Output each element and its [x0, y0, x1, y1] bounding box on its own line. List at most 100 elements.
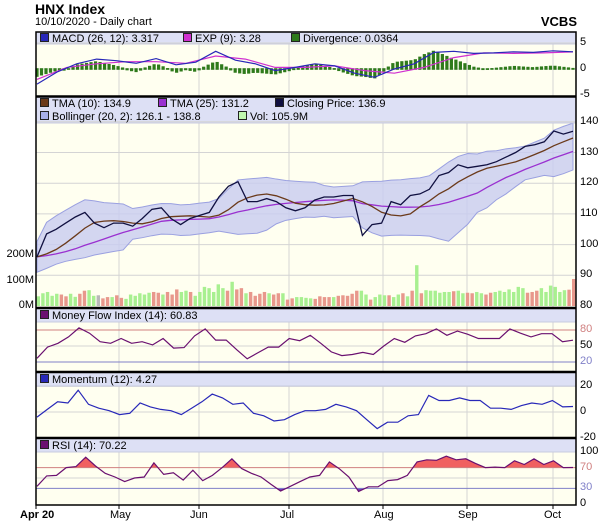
legend-divergence: Divergence: 0.0364: [291, 33, 398, 45]
volume-bar: [461, 293, 465, 306]
volume-bar: [415, 265, 419, 306]
divergence-bar: [544, 66, 548, 70]
divergence-bar: [152, 64, 156, 70]
rsi-axis-tick: 0: [580, 497, 587, 509]
volume-bar: [101, 298, 105, 306]
chart-border: [35, 31, 577, 506]
volume-bar: [55, 293, 59, 306]
volume-bar: [244, 293, 248, 306]
legend-close: Closing Price: 136.9: [275, 98, 385, 110]
volume-bar: [571, 278, 576, 306]
divergence-bar: [503, 66, 508, 70]
divergence-bar: [175, 68, 179, 73]
volume-bar: [401, 293, 405, 306]
volume-bar: [465, 292, 470, 306]
tma10-swatch-icon: [40, 98, 49, 107]
volume-bar: [253, 295, 257, 306]
divergence-bar: [539, 66, 544, 70]
divergence-bar: [323, 65, 327, 70]
volume-bar: [535, 290, 539, 306]
volume-bar: [133, 295, 137, 306]
divergence-bar: [328, 67, 332, 70]
volume-bar: [308, 298, 313, 306]
bollinger-swatch-icon: [40, 111, 49, 120]
divergence-bar: [283, 68, 287, 73]
divergence-bar: [499, 67, 503, 70]
divergence-bar: [490, 68, 494, 70]
legend-rsi: RSI (14): 70.22: [40, 440, 127, 452]
price-axis-tick: 130: [580, 145, 599, 158]
divergence-bar: [296, 67, 300, 70]
volume-bar: [138, 293, 142, 306]
x-axis-tick: Aug: [374, 509, 394, 521]
price-axis-tick: 140: [580, 114, 599, 127]
x-axis-tick: Apr 20: [20, 509, 55, 521]
volume-bar: [216, 284, 221, 306]
divergence-bar: [161, 66, 165, 70]
tma25-line: [36, 150, 574, 258]
divergence-bar: [436, 52, 440, 70]
volume-bar: [184, 290, 188, 306]
volume-bar: [235, 289, 239, 306]
divergence-bar: [107, 63, 111, 70]
volume-bar: [350, 293, 354, 306]
divergence-bar: [111, 64, 116, 70]
momentum-swatch-icon: [40, 374, 49, 383]
panel-legend-band: [36, 373, 576, 386]
divergence-bar: [71, 66, 75, 70]
divergence-bar: [400, 61, 404, 70]
volume-axis-tick: 200M: [6, 248, 34, 260]
divergence-bar: [553, 65, 557, 70]
mfi-axis-tick: 80: [580, 323, 593, 335]
volume-bar: [438, 292, 442, 306]
volume-bar: [45, 291, 50, 306]
tma10-line: [36, 137, 574, 258]
divergence-bar: [395, 61, 399, 70]
legend-exp-label: EXP (9): 3.28: [195, 33, 261, 45]
exp-swatch-icon: [183, 33, 192, 42]
x-axis-tick: Jun: [190, 509, 208, 521]
legend-divergence-label: Divergence: 0.0364: [303, 33, 399, 45]
x-axis-tick: Jul: [280, 509, 295, 521]
momentum-axis-tick: 0: [580, 405, 587, 417]
rsi-swatch-icon: [40, 440, 49, 449]
volume-bar: [170, 294, 174, 306]
volume-bar: [530, 291, 534, 306]
volume-bar: [391, 297, 396, 306]
divergence-bar: [413, 59, 417, 70]
divergence-bar: [57, 68, 62, 71]
chart-title: HNX Index: [35, 1, 106, 17]
volume-bar: [151, 291, 156, 306]
volume-bar: [258, 293, 262, 306]
volume-bar: [87, 290, 91, 306]
volume-bar: [405, 296, 410, 306]
divergence-bar: [373, 68, 377, 79]
x-axis-tick: May: [110, 509, 131, 521]
divergence-bar: [512, 65, 517, 70]
volume-bar: [161, 294, 165, 306]
legend-vol-label: Vol: 105.9M: [250, 111, 309, 123]
momentum-axis-tick: -20: [580, 430, 596, 443]
divergence-bar: [102, 62, 107, 70]
divergence-bar: [355, 68, 359, 77]
volume-bar: [147, 292, 151, 306]
legend-close-label: Closing Price: 136.9: [287, 98, 386, 110]
divergence-bar: [53, 68, 57, 72]
closing-price-line: [36, 130, 574, 258]
volume-bar: [119, 297, 124, 306]
volume-bar: [285, 299, 290, 306]
volume-bar: [221, 288, 225, 306]
mfi-axis-tick: 20: [580, 354, 593, 367]
volume-bar: [498, 290, 502, 306]
divergence-bar: [431, 50, 435, 70]
volume-bar: [211, 291, 216, 306]
legend-tma10-label: TMA (10): 134.9: [52, 98, 131, 110]
volume-bar: [475, 291, 479, 306]
divergence-bar: [75, 64, 80, 70]
volume-bar: [502, 291, 507, 306]
volume-bar: [525, 292, 530, 306]
volume-bar: [248, 291, 253, 306]
bollinger-band: [36, 122, 574, 273]
legend-tma25-label: TMA (25): 131.2: [170, 98, 249, 110]
